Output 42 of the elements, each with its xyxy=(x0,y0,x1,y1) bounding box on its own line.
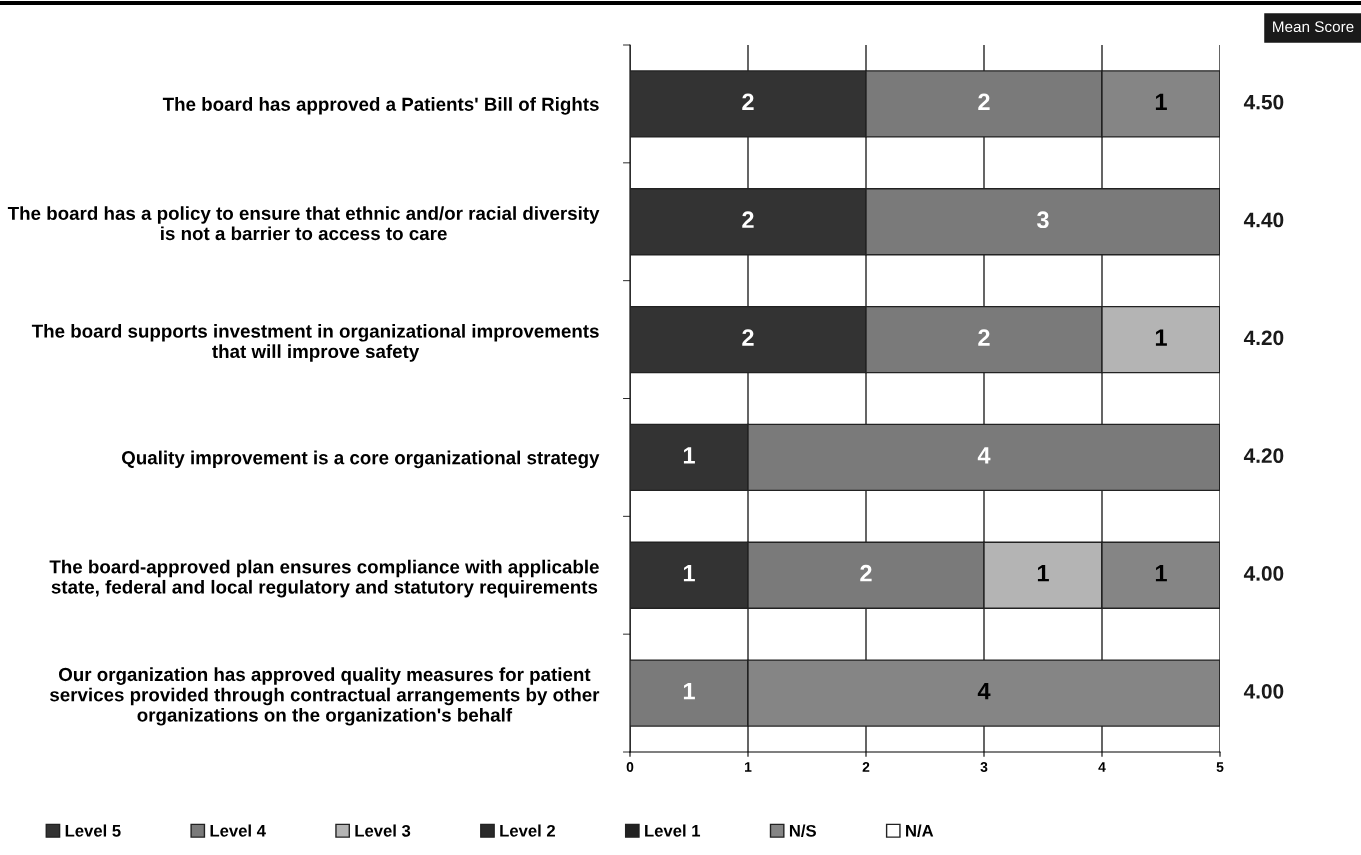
data-label: 1 xyxy=(683,682,695,700)
data-label: 4 xyxy=(977,682,991,700)
legend-label: N/S xyxy=(789,824,816,837)
text: 4.00 xyxy=(1243,683,1284,699)
data-label: 1 xyxy=(683,447,695,464)
text: 4.40 xyxy=(1243,212,1284,228)
y-tick-label: Our organization has approved quality measures for patient services provided through contractual arrangements by other organizations on the organization's behalf xyxy=(50,667,600,726)
data-label: 1 xyxy=(683,565,695,582)
data-label: 2 xyxy=(742,93,754,111)
text: 4.50 xyxy=(1243,94,1284,110)
x-tick-label: 3 xyxy=(980,762,988,772)
x-tick-label: 0 xyxy=(626,762,634,772)
x-tick-label: 4 xyxy=(1098,762,1106,772)
x-tick-label: 2 xyxy=(862,762,870,772)
data-label: 2 xyxy=(742,329,754,346)
y-tick-label: The board has approved a Patients' Bill of Rights xyxy=(162,97,599,115)
data-label: 1 xyxy=(1155,565,1167,582)
x-tick-label: 5 xyxy=(1216,762,1224,772)
data-label: 1 xyxy=(1037,565,1049,582)
data-label: 2 xyxy=(742,211,754,228)
x-tick-label: 1 xyxy=(745,762,752,772)
legend-label: Level 1 xyxy=(645,824,701,837)
data-label: 3 xyxy=(1036,211,1049,229)
data-label: 1 xyxy=(1155,93,1167,111)
y-tick-label: The board supports investment in organizational improvements that will improve safety xyxy=(31,324,599,362)
data-label: 2 xyxy=(860,564,872,582)
legend-label: Level 2 xyxy=(500,824,555,837)
y-tick-label: Quality improvement is a core organizational strategy xyxy=(121,450,600,469)
legend-label: Level 5 xyxy=(65,824,121,837)
data-label: 1 xyxy=(1155,329,1167,346)
text: 4.00 xyxy=(1243,566,1284,581)
legend-label: Level 3 xyxy=(355,824,411,837)
y-tick-label: The board-approved plan ensures compliance with applicable state, federal and local regulatory and statutory requirements xyxy=(49,559,599,598)
legend-label: Level 4 xyxy=(210,824,266,837)
y-tick-label: The board has a policy to ensure that ethnic and/or racial diversity is not a barrier to access to care xyxy=(7,206,600,241)
data-label: 2 xyxy=(978,329,990,346)
legend-label: N/A xyxy=(906,824,934,837)
text: Mean Score xyxy=(1273,21,1354,33)
data-label: 2 xyxy=(978,93,990,111)
text: 4.20 xyxy=(1243,330,1284,346)
data-label: 4 xyxy=(977,447,991,464)
text: 4.20 xyxy=(1243,448,1284,464)
